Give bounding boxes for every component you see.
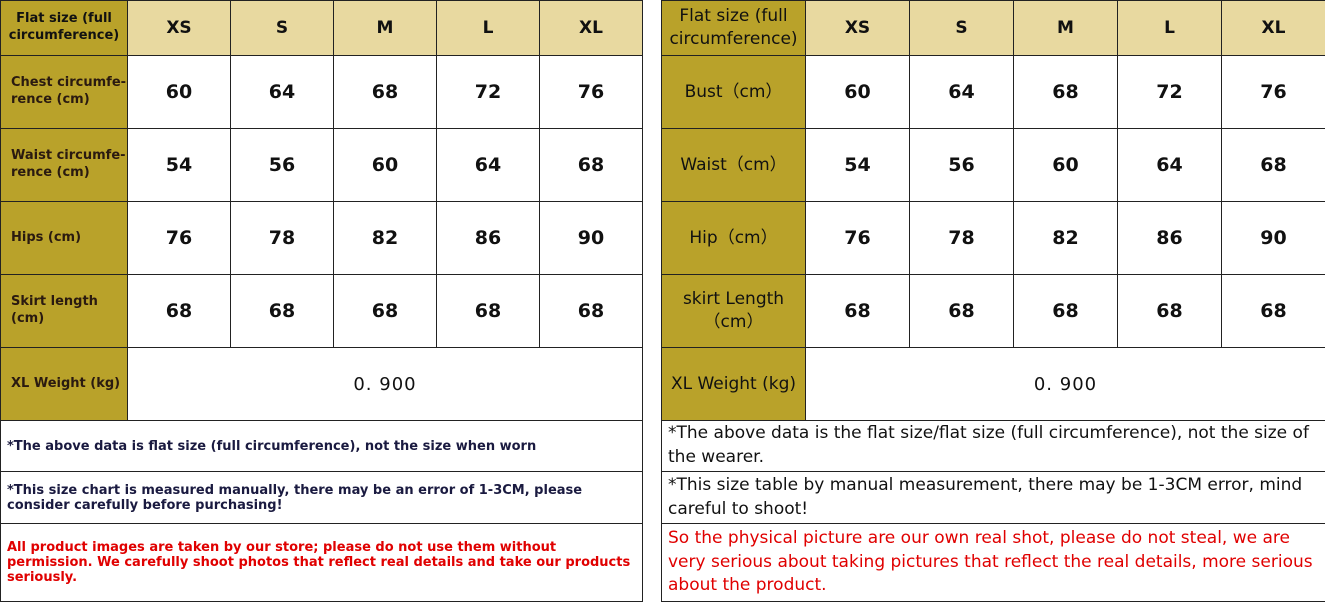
size-value: 68 xyxy=(334,56,437,129)
row-label: Waist（cm） xyxy=(662,129,806,202)
size-value: 78 xyxy=(910,202,1014,275)
size-value: 76 xyxy=(806,202,910,275)
size-value: 68 xyxy=(540,275,643,348)
note-text: *This size table by manual measurement, … xyxy=(662,472,1325,524)
row-label: skirt Length（cm） xyxy=(662,275,806,348)
size-table-right: Flat size (full circumference) XS S M L XL Bus… xyxy=(661,0,1325,602)
size-header-m: M xyxy=(334,1,437,56)
row-label: Hips (cm) xyxy=(1,202,128,275)
note-text: *The above data is the flat size/flat si… xyxy=(662,421,1325,472)
weight-label: XL Weight (kg) xyxy=(662,348,806,421)
size-value: 68 xyxy=(334,275,437,348)
size-value: 78 xyxy=(231,202,334,275)
size-header-s: S xyxy=(231,1,334,56)
size-value: 72 xyxy=(437,56,540,129)
corner-header: Flat size (full circumference) xyxy=(662,1,806,56)
size-header-l: L xyxy=(437,1,540,56)
size-value: 54 xyxy=(128,129,231,202)
size-value: 68 xyxy=(128,275,231,348)
size-value: 68 xyxy=(231,275,334,348)
weight-label: XL Weight (kg) xyxy=(1,348,128,421)
size-table-left: Flat size (full circumference) XS S M L XL Che… xyxy=(0,0,643,602)
row-label: Skirt length (cm) xyxy=(1,275,128,348)
note-text: *The above data is flat size (full circu… xyxy=(1,421,643,472)
size-value: 76 xyxy=(128,202,231,275)
size-value: 68 xyxy=(910,275,1014,348)
size-header-s: S xyxy=(910,1,1014,56)
size-value: 68 xyxy=(1014,275,1118,348)
size-header-l: L xyxy=(1118,1,1222,56)
row-label: Bust（cm） xyxy=(662,56,806,129)
size-value: 56 xyxy=(231,129,334,202)
size-value: 68 xyxy=(437,275,540,348)
size-value: 72 xyxy=(1118,56,1222,129)
row-label: Hip（cm） xyxy=(662,202,806,275)
size-value: 68 xyxy=(1222,129,1325,202)
size-value: 68 xyxy=(1014,56,1118,129)
size-value: 64 xyxy=(231,56,334,129)
size-value: 68 xyxy=(540,129,643,202)
size-header-m: M xyxy=(1014,1,1118,56)
size-header-xl: XL xyxy=(1222,1,1325,56)
size-value: 60 xyxy=(334,129,437,202)
size-value: 82 xyxy=(334,202,437,275)
size-value: 76 xyxy=(540,56,643,129)
size-value: 86 xyxy=(1118,202,1222,275)
row-label: Chest circumfe-rence (cm) xyxy=(1,56,128,129)
size-value: 64 xyxy=(910,56,1014,129)
note-text: So the physical picture are our own real… xyxy=(662,524,1325,602)
note-text: All product images are taken by our stor… xyxy=(1,524,643,602)
size-value: 64 xyxy=(1118,129,1222,202)
weight-value: 0. 900 xyxy=(128,348,643,421)
size-value: 54 xyxy=(806,129,910,202)
size-value: 56 xyxy=(910,129,1014,202)
size-value: 90 xyxy=(540,202,643,275)
size-value: 86 xyxy=(437,202,540,275)
size-value: 60 xyxy=(128,56,231,129)
size-value: 68 xyxy=(1222,275,1325,348)
row-label: Waist circumfe-rence (cm) xyxy=(1,129,128,202)
size-value: 68 xyxy=(1118,275,1222,348)
size-header-xs: XS xyxy=(128,1,231,56)
size-value: 90 xyxy=(1222,202,1325,275)
size-header-xs: XS xyxy=(806,1,910,56)
corner-header: Flat size (full circumference) xyxy=(1,1,128,56)
size-value: 68 xyxy=(806,275,910,348)
size-value: 64 xyxy=(437,129,540,202)
weight-value: 0. 900 xyxy=(806,348,1325,421)
size-value: 60 xyxy=(806,56,910,129)
note-text: *This size chart is measured manually, t… xyxy=(1,472,643,524)
size-value: 76 xyxy=(1222,56,1325,129)
size-value: 82 xyxy=(1014,202,1118,275)
size-value: 60 xyxy=(1014,129,1118,202)
size-header-xl: XL xyxy=(540,1,643,56)
